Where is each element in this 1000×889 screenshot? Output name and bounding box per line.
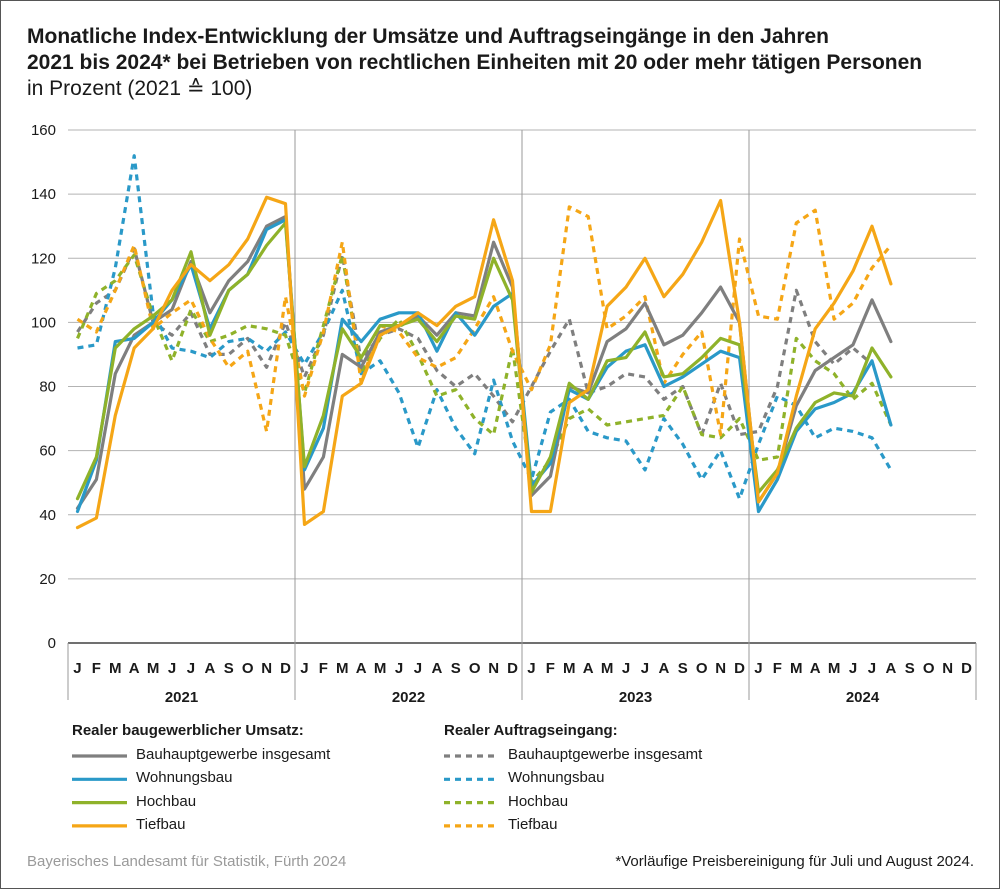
x-tick-label: A: [129, 660, 140, 677]
year-label: 2021: [165, 689, 198, 706]
x-tick-label: M: [147, 660, 160, 677]
x-tick-label: S: [224, 660, 234, 677]
y-tick-label: 160: [31, 122, 56, 139]
line-auftrag-bauhauptgewerbe-insgesamt: [76, 247, 874, 437]
y-tick-label: 60: [39, 443, 56, 460]
x-tick-label: J: [300, 660, 308, 677]
x-tick-label: M: [601, 660, 614, 677]
y-tick-label: 20: [39, 571, 56, 588]
x-tick-label: M: [336, 660, 349, 677]
year-label: 2024: [846, 689, 880, 706]
y-tick-label: 140: [31, 186, 56, 203]
x-tick-label: J: [641, 660, 649, 677]
legend-label: Tiefbau: [136, 815, 186, 833]
x-tick-label: A: [658, 660, 669, 677]
x-tick-label: S: [905, 660, 915, 677]
x-tick-label: D: [507, 660, 518, 677]
x-tick-label: F: [92, 660, 101, 677]
x-tick-label: M: [374, 660, 387, 677]
line-auftrag-tiefbau: [76, 205, 893, 437]
x-tick-label: O: [242, 660, 254, 677]
y-tick-label: 120: [31, 250, 56, 267]
x-tick-label: M: [790, 660, 803, 677]
x-tick-label: F: [319, 660, 328, 677]
legend-label: Wohnungsbau: [136, 769, 233, 787]
legend-label: Wohnungsbau: [508, 769, 605, 787]
x-tick-label: N: [715, 660, 726, 677]
year-label: 2023: [619, 689, 652, 706]
chart-title-line-1: Monatliche Index-Entwicklung der Umsätze…: [27, 25, 829, 48]
x-tick-label: F: [773, 660, 782, 677]
x-tick-label: J: [868, 660, 876, 677]
chart-title-line-2: 2021 bis 2024* bei Betrieben von rechtli…: [27, 51, 923, 74]
x-tick-label: A: [885, 660, 896, 677]
x-tick-label: D: [734, 660, 745, 677]
legend-heading-umsatz: Realer baugewerblicher Umsatz:: [72, 722, 304, 739]
x-tick-label: M: [563, 660, 576, 677]
x-tick-label: N: [942, 660, 953, 677]
x-tick-label: O: [923, 660, 935, 677]
x-tick-label: D: [280, 660, 291, 677]
chart-subtitle: in Prozent (2021 ≙ 100): [27, 77, 253, 100]
line-auftrag-hochbau: [76, 253, 893, 485]
legend-label: Bauhauptgewerbe insgesamt: [136, 746, 331, 763]
x-tick-label: J: [754, 660, 762, 677]
legend-label: Hochbau: [136, 792, 197, 810]
x-tick-label: S: [678, 660, 688, 677]
line-auftrag-wohnungsbau: [77, 154, 893, 501]
x-tick-label: A: [810, 660, 821, 677]
legend-label: Tiefbau: [508, 815, 558, 833]
x-tick-label: O: [696, 660, 708, 677]
legend-heading-auftrag: Realer Auftragseingang:: [444, 722, 618, 739]
x-tick-label: N: [488, 660, 499, 677]
source-note: Bayerisches Landesamt für Statistik, Für…: [27, 853, 347, 870]
y-tick-label: 80: [39, 379, 56, 396]
x-tick-label: A: [204, 660, 215, 677]
x-tick-label: J: [622, 660, 630, 677]
x-tick-label: S: [451, 660, 461, 677]
x-tick-label: J: [849, 660, 857, 677]
x-tick-label: J: [527, 660, 535, 677]
legend-label: Bauhauptgewerbe insgesamt: [508, 746, 703, 763]
legend-label: Hochbau: [508, 792, 569, 810]
x-tick-label: A: [356, 660, 367, 677]
x-tick-label: J: [73, 660, 81, 677]
x-tick-label: J: [187, 660, 195, 677]
x-tick-label: M: [828, 660, 841, 677]
x-tick-label: J: [168, 660, 176, 677]
x-tick-label: F: [546, 660, 555, 677]
x-tick-label: J: [395, 660, 403, 677]
line-umsatz-tiefbau: [75, 195, 893, 530]
x-tick-label: D: [961, 660, 972, 677]
x-tick-label: M: [109, 660, 122, 677]
x-tick-label: A: [583, 660, 594, 677]
y-tick-label: 0: [48, 635, 56, 652]
x-tick-label: N: [261, 660, 272, 677]
x-tick-label: O: [469, 660, 481, 677]
x-tick-label: A: [431, 660, 442, 677]
footnote: *Vorläufige Preisbereinigung für Juli un…: [615, 853, 974, 870]
y-tick-label: 100: [31, 314, 56, 331]
year-label: 2022: [392, 689, 425, 706]
x-tick-label: J: [414, 660, 422, 677]
y-tick-label: 40: [39, 507, 56, 524]
